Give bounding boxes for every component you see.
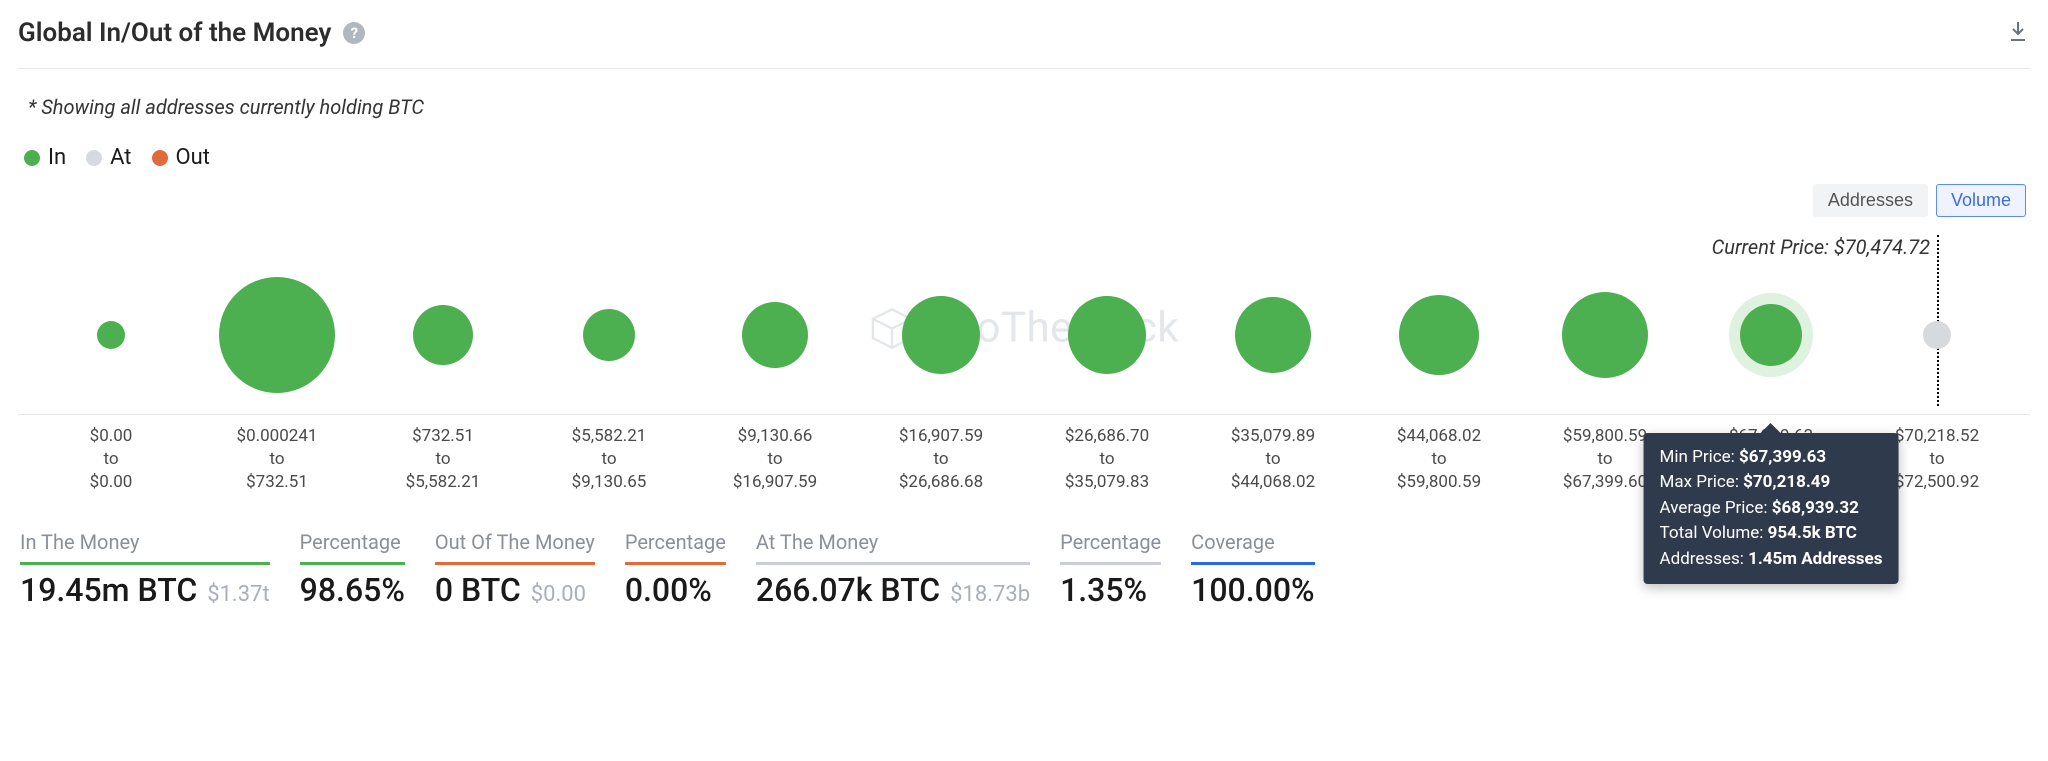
bubble[interactable] [413, 305, 473, 365]
stat-block: In The Money 19.45m BTC $1.37t [20, 530, 270, 609]
subtitle: * Showing all addresses currently holdin… [18, 69, 2030, 129]
stat-label: Coverage [1191, 530, 1314, 565]
legend-dot [86, 150, 102, 166]
bubble-slot[interactable] [28, 321, 194, 349]
legend-dot [152, 150, 168, 166]
stat-subvalue: $18.73b [950, 582, 1030, 607]
stat-block: Percentage 98.65% [300, 530, 405, 609]
bubble-slot[interactable] [1522, 292, 1688, 378]
range-label: $44,068.02to$59,800.59 [1356, 425, 1522, 494]
bubble[interactable] [1068, 296, 1146, 374]
bubble[interactable] [583, 309, 635, 361]
bubble[interactable] [742, 302, 808, 368]
stat-block: At The Money 266.07k BTC $18.73b [756, 530, 1030, 609]
stat-block: Percentage 0.00% [625, 530, 726, 609]
stat-value: 100.00% [1191, 571, 1314, 609]
range-label: $35,079.89to$44,068.02 [1190, 425, 1356, 494]
bubble-slot[interactable] [858, 296, 1024, 374]
range-label: $5,582.21to$9,130.65 [526, 425, 692, 494]
bubble[interactable] [1399, 295, 1479, 375]
view-toggle: AddressesVolume [18, 178, 2030, 223]
range-label: $732.51to$5,582.21 [360, 425, 526, 494]
page-title: Global In/Out of the Money [18, 18, 331, 48]
range-label: $16,907.59to$26,686.68 [858, 425, 1024, 494]
bubble-slot[interactable] [1024, 296, 1190, 374]
bubble-row: IntoTheBlock Min Price: $67,399.63Max Pr… [18, 235, 2030, 415]
bubble-slot[interactable] [526, 309, 692, 361]
stat-label: In The Money [20, 530, 270, 565]
bubble[interactable] [1235, 297, 1311, 373]
stat-label: Percentage [1060, 530, 1161, 565]
legend-dot [24, 150, 40, 166]
range-label: $0.00to$0.00 [28, 425, 194, 494]
stat-value: 0.00% [625, 571, 712, 609]
bubble-slot[interactable] [360, 305, 526, 365]
bubble-halo [1729, 293, 1813, 377]
legend-item[interactable]: In [24, 145, 66, 170]
legend-item[interactable]: At [86, 145, 131, 170]
stat-label: Percentage [625, 530, 726, 565]
stat-block: Coverage 100.00% [1191, 530, 1314, 609]
stat-subvalue: $0.00 [531, 582, 586, 607]
stat-block: Out Of The Money 0 BTC $0.00 [435, 530, 595, 609]
stat-value: 19.45m BTC [20, 571, 197, 609]
stat-value: 98.65% [300, 571, 405, 609]
legend-label: Out [176, 145, 210, 170]
bubble[interactable] [1562, 292, 1648, 378]
bubble[interactable] [97, 321, 125, 349]
stat-label: Out Of The Money [435, 530, 595, 565]
legend-label: In [48, 145, 66, 170]
legend-label: At [110, 145, 131, 170]
bubble-slot[interactable]: Min Price: $67,399.63Max Price: $70,218.… [1688, 304, 1854, 366]
download-icon[interactable] [2006, 19, 2030, 47]
range-label: $0.000241to$732.51 [194, 425, 360, 494]
bubble-slot[interactable] [1356, 295, 1522, 375]
stat-label: Percentage [300, 530, 405, 565]
help-icon[interactable]: ? [343, 22, 365, 44]
toggle-volume[interactable]: Volume [1936, 184, 2026, 217]
bubble-slot[interactable] [1854, 321, 2020, 349]
bubble[interactable] [1923, 321, 1951, 349]
toggle-addresses[interactable]: Addresses [1813, 184, 1928, 217]
range-label: $9,130.66to$16,907.59 [692, 425, 858, 494]
bubble[interactable] [902, 296, 980, 374]
stat-block: Percentage 1.35% [1060, 530, 1161, 609]
stat-value: 0 BTC [435, 571, 521, 609]
chart-area: Current Price: $70,474.72 IntoTheBlock M… [18, 235, 2030, 494]
header: Global In/Out of the Money ? [18, 0, 2030, 69]
bubble[interactable] [219, 277, 335, 393]
bubble-slot[interactable] [194, 277, 360, 393]
legend-item[interactable]: Out [152, 145, 210, 170]
tooltip: Min Price: $67,399.63Max Price: $70,218.… [1644, 433, 1899, 585]
range-label: $26,686.70to$35,079.83 [1024, 425, 1190, 494]
bubble-slot[interactable] [1190, 297, 1356, 373]
stat-subvalue: $1.37t [207, 582, 269, 607]
bubble-slot[interactable] [692, 302, 858, 368]
stat-label: At The Money [756, 530, 1030, 565]
stat-value: 1.35% [1060, 571, 1147, 609]
legend: In At Out [18, 129, 2030, 178]
stat-value: 266.07k BTC [756, 571, 940, 609]
